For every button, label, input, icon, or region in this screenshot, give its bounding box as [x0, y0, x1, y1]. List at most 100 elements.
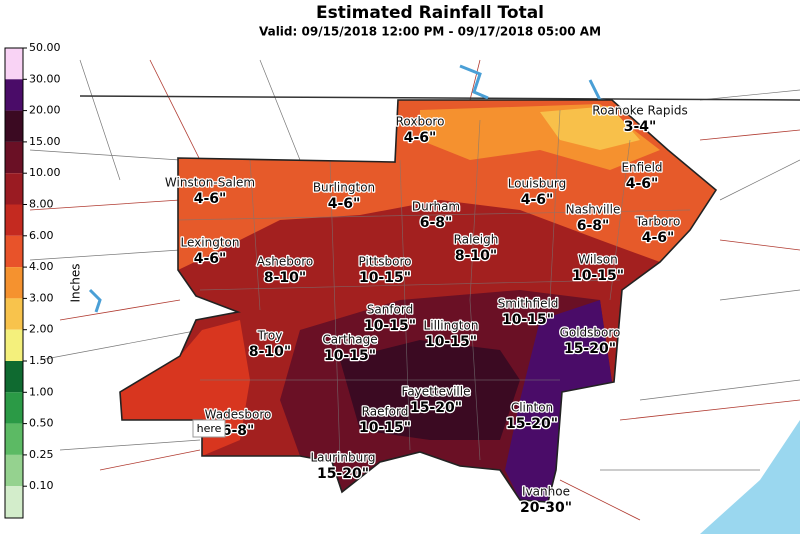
- region-outline: [119, 99, 718, 503]
- tooltip-text: here: [197, 422, 222, 435]
- city-name: Fayetteville: [402, 385, 471, 399]
- colorbar-tick-label: 4.00: [29, 260, 54, 273]
- colorbar-swatch: [5, 79, 23, 111]
- county-lines: [29, 59, 800, 471]
- city-name: Lexington: [181, 236, 240, 250]
- city-name: Enfield: [621, 161, 662, 175]
- tooltip-box: [192, 419, 226, 438]
- rain-amount: 6-8": [420, 215, 453, 231]
- city-name: Troy: [257, 329, 283, 343]
- colorbar-tick-label: 0.50: [29, 417, 54, 430]
- colorbar-frame: [4, 47, 24, 519]
- colorbar-swatch: [5, 361, 23, 393]
- rain-amount: 8-10": [455, 248, 497, 264]
- colorbar-swatch: [5, 141, 23, 174]
- rain-amount: 4-6": [194, 191, 227, 207]
- city-name: Winston-Salem: [165, 176, 255, 190]
- rainfall-region: [119, 99, 718, 503]
- state-line: [79, 95, 800, 101]
- colorbar-swatch: [5, 423, 23, 455]
- colorbar-tick-label: 20.00: [29, 104, 61, 117]
- colorbar-tick-label: 3.00: [29, 291, 54, 304]
- city-name: Ivanhoe: [522, 485, 570, 499]
- colorbar-swatch: [5, 298, 23, 330]
- colorbar-swatch: [5, 110, 23, 142]
- colorbar-tick-label: 1.50: [29, 354, 54, 367]
- city-name: Tarboro: [635, 215, 681, 229]
- colorbar-tick-label: 50.00: [29, 41, 61, 54]
- rain-amount: 20-30": [520, 500, 572, 516]
- colorbar-tick-label: 8.00: [29, 198, 54, 211]
- city-name: Goldsboro: [560, 326, 621, 340]
- city-name: Roanoke Rapids: [592, 104, 687, 118]
- colorbar-tick-label: 0.10: [29, 479, 54, 492]
- colorbar-swatch: [5, 486, 23, 518]
- colorbar-swatch: [5, 48, 23, 80]
- rain-amount: 4-6": [194, 251, 227, 267]
- colorbar-tick-label: 30.00: [29, 72, 61, 85]
- rain-amount: 10-15": [364, 318, 416, 334]
- colorbar-swatch: [5, 204, 23, 236]
- city-name: Burlington: [313, 181, 375, 195]
- zone-2-3: [540, 106, 640, 150]
- city-name: Asheboro: [257, 255, 313, 269]
- basemap: [29, 59, 800, 534]
- rain-amount: 4-6": [642, 230, 675, 246]
- colorbar-label: Inches: [69, 264, 83, 303]
- rain-amount: 6-8": [222, 423, 255, 439]
- city-name: Wadesboro: [205, 408, 272, 422]
- city-name: Carthage: [322, 333, 377, 347]
- city-name: Durham: [412, 200, 460, 214]
- rain-amount: 10-15": [324, 348, 376, 364]
- rain-amount: 4-6": [404, 130, 437, 146]
- region-county-lines: [177, 109, 691, 461]
- rain-amount: 4-6": [521, 192, 554, 208]
- roads: [29, 59, 800, 521]
- rain-amount: 10-15": [425, 334, 477, 350]
- colorbar-tick-label: 0.25: [29, 448, 54, 461]
- colorbar-swatch: [5, 235, 23, 268]
- city-name: Raeford: [362, 405, 409, 419]
- rain-amount: 3-4": [624, 119, 657, 135]
- city-name: Nashville: [566, 203, 621, 217]
- rain-amount: 6-8": [577, 218, 610, 234]
- zone-20-30: [505, 300, 612, 502]
- colorbar-swatch: [5, 454, 23, 487]
- city-name: Laurinburg: [310, 451, 375, 465]
- rain-amount: 8-10": [264, 270, 306, 286]
- colorbar-swatch: [5, 267, 23, 299]
- rain-amount: 15-20": [410, 400, 462, 416]
- rain-amount: 15-20": [564, 341, 616, 357]
- zone-15-20: [340, 340, 520, 440]
- title: Estimated Rainfall Total: [316, 3, 544, 23]
- subtitle: Valid: 09/15/2018 12:00 PM - 09/17/2018 …: [259, 25, 601, 39]
- rain-amount: 10-15": [359, 420, 411, 436]
- rain-amount: 8-10": [249, 344, 291, 360]
- city-name: Lillington: [424, 319, 479, 333]
- ocean: [700, 420, 800, 534]
- rain-amount: 10-15": [502, 312, 554, 328]
- rain-amount: 4-6": [328, 196, 361, 212]
- colorbar-tick-label: 10.00: [29, 166, 61, 179]
- city-name: Louisburg: [508, 177, 567, 191]
- colorbar-swatch: [5, 392, 23, 424]
- city-name: Pittsboro: [359, 255, 412, 269]
- city-name: Smithfield: [498, 297, 559, 311]
- colorbar-swatch: [5, 329, 23, 361]
- city-name: Wilson: [578, 253, 617, 267]
- city-name: Sanford: [367, 303, 413, 317]
- rain-amount: 4-6": [626, 176, 659, 192]
- colorbar-swatch: [5, 173, 23, 205]
- city-name: Raleigh: [454, 233, 499, 247]
- rain-amount: 10-15": [359, 270, 411, 286]
- city-name: Clinton: [511, 401, 553, 415]
- colorbar-tick-label: 6.00: [29, 229, 54, 242]
- colorbar-tick-label: 1.00: [29, 385, 54, 398]
- rain-amount: 15-20": [317, 466, 369, 482]
- tooltip: here: [192, 419, 226, 438]
- city-name: Roxboro: [396, 115, 445, 129]
- colorbar-tick-label: 15.00: [29, 135, 61, 148]
- rain-amount: 15-20": [506, 416, 558, 432]
